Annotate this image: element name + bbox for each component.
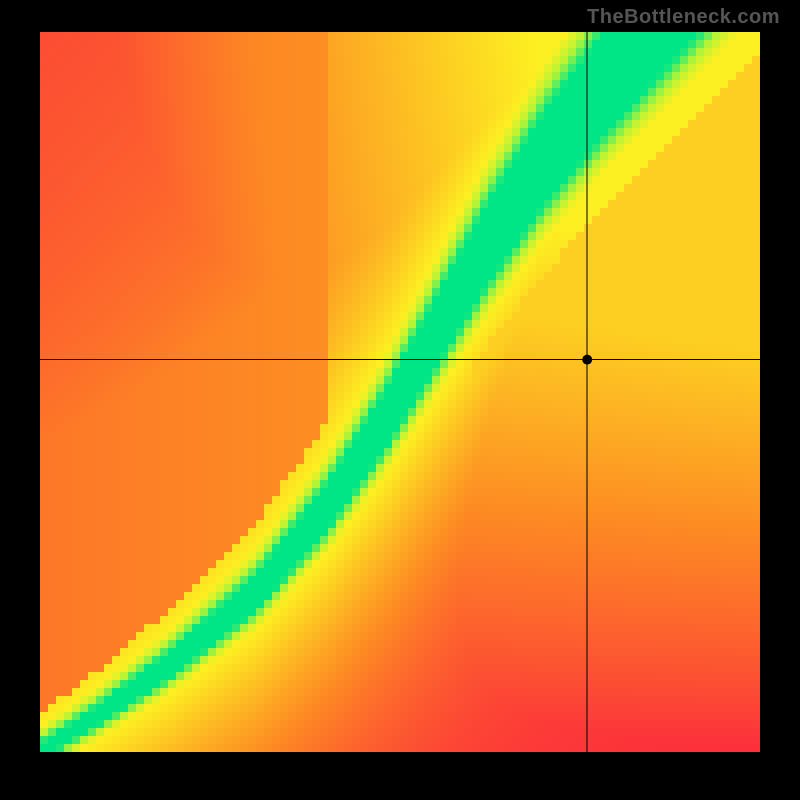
heatmap-cells (40, 32, 760, 752)
heatmap-plot (40, 32, 760, 752)
heatmap-svg (40, 32, 760, 752)
marker-dot (582, 355, 592, 365)
watermark-text: TheBottleneck.com (587, 6, 780, 29)
chart-container: TheBottleneck.com (0, 0, 800, 800)
